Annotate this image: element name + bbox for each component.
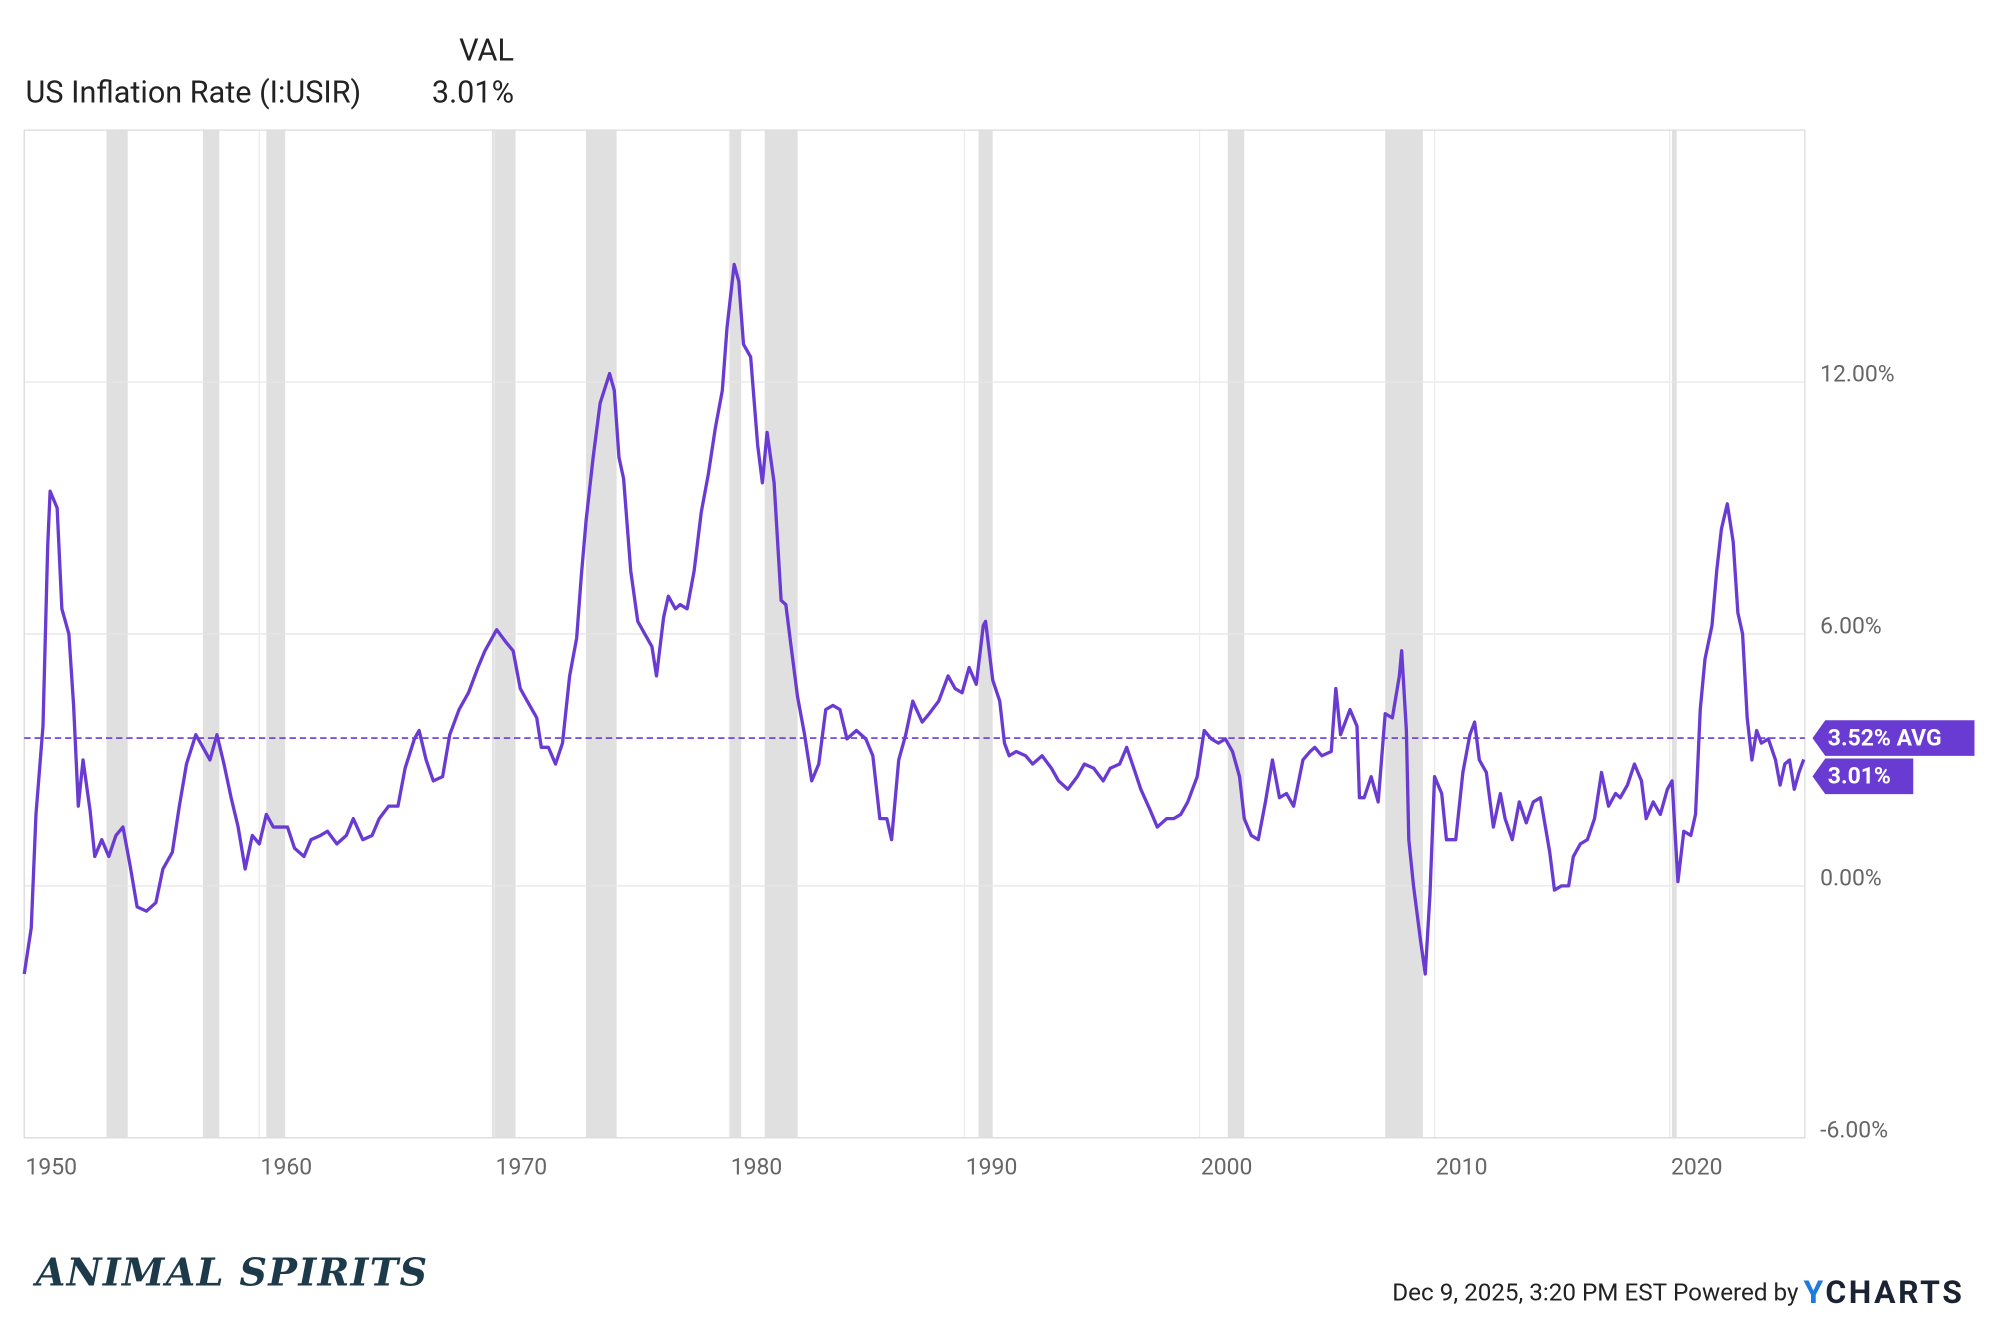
last-value-tag-text: 3.01% bbox=[1828, 763, 1891, 790]
x-tick-label: 2000 bbox=[1201, 1153, 1253, 1180]
x-tick-label: 2020 bbox=[1671, 1153, 1723, 1180]
x-tick-label: 1980 bbox=[731, 1153, 783, 1180]
x-tick-label: 1990 bbox=[966, 1153, 1018, 1180]
series-name: US Inflation Rate (I:USIR) bbox=[26, 75, 362, 110]
y-tick-label: 12.00% bbox=[1820, 361, 1894, 388]
timestamp: Dec 9, 2025, 3:20 PM EST Powered by bbox=[1392, 1279, 1799, 1307]
y-tick-label: -6.00% bbox=[1820, 1116, 1888, 1143]
y-tick-label: 0.00% bbox=[1820, 865, 1882, 892]
x-tick-label: 1970 bbox=[496, 1153, 548, 1180]
column-header: VAL bbox=[459, 33, 514, 68]
series-line bbox=[22, 262, 1806, 976]
y-tick-label: 6.00% bbox=[1820, 613, 1882, 640]
logo: ANIMAL SPIRITS bbox=[33, 1251, 429, 1296]
last-value-tag-bg bbox=[1812, 758, 1914, 795]
x-tick-label: 1960 bbox=[261, 1153, 313, 1180]
brand: YCHARTS bbox=[1804, 1273, 1965, 1311]
timestamp-text: Dec 9, 2025, 3:20 PM EST bbox=[1392, 1279, 1667, 1307]
x-tick-label: 2010 bbox=[1436, 1153, 1488, 1180]
plot-frame bbox=[23, 129, 1806, 1139]
powered-by: Powered by bbox=[1673, 1279, 1799, 1307]
average-tag-bg bbox=[1812, 720, 1975, 756]
average-tag-text: 3.52% AVG bbox=[1828, 724, 1942, 751]
series-value: 3.01% bbox=[432, 75, 514, 110]
x-tick-label: 1950 bbox=[26, 1153, 78, 1180]
